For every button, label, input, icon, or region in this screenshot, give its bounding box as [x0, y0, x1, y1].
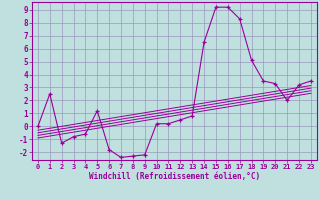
X-axis label: Windchill (Refroidissement éolien,°C): Windchill (Refroidissement éolien,°C)	[89, 172, 260, 181]
